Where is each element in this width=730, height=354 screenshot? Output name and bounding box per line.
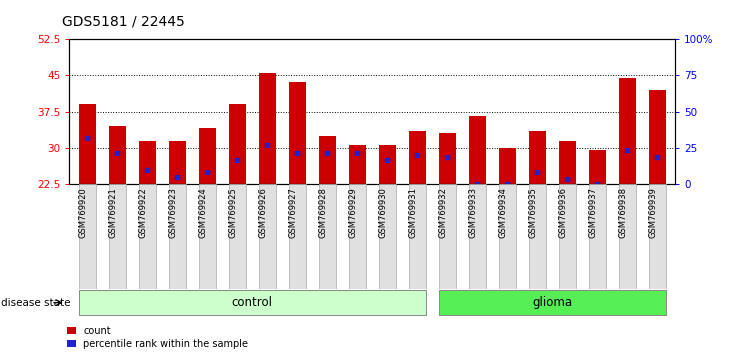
Bar (229, 184, 245, 289)
Text: GSM769923: GSM769923 (169, 187, 177, 238)
Bar (439, 184, 456, 289)
Bar (79, 104, 96, 184)
Bar (649, 90, 666, 184)
Text: glioma: glioma (532, 296, 572, 309)
Bar (79, 290, 426, 315)
Text: GSM769929: GSM769929 (348, 187, 357, 238)
Bar (319, 136, 336, 184)
Bar (349, 184, 366, 289)
Text: GDS5181 / 22445: GDS5181 / 22445 (62, 14, 185, 28)
Bar (289, 82, 306, 184)
Bar (139, 141, 155, 184)
Bar (379, 184, 396, 289)
Text: GSM769925: GSM769925 (228, 187, 237, 238)
Text: GSM769936: GSM769936 (558, 187, 567, 238)
Text: GSM769922: GSM769922 (139, 187, 147, 238)
Text: GSM769930: GSM769930 (378, 187, 388, 238)
Legend: count, percentile rank within the sample: count, percentile rank within the sample (67, 326, 248, 349)
Text: GSM769928: GSM769928 (318, 187, 327, 238)
Bar (649, 184, 666, 289)
Text: GSM769924: GSM769924 (199, 187, 207, 238)
Bar (499, 184, 515, 289)
Bar (439, 133, 456, 184)
Bar (619, 184, 636, 289)
Text: GSM769926: GSM769926 (258, 187, 267, 238)
Text: GSM769921: GSM769921 (108, 187, 118, 238)
Text: GSM769937: GSM769937 (588, 187, 597, 238)
Bar (259, 184, 275, 289)
Bar (379, 145, 396, 184)
Text: GSM769934: GSM769934 (499, 187, 507, 238)
Text: control: control (232, 296, 273, 309)
Text: disease state: disease state (1, 298, 70, 308)
Bar (559, 141, 575, 184)
Bar (619, 78, 636, 184)
Text: GSM769939: GSM769939 (648, 187, 657, 238)
Bar (109, 126, 126, 184)
Bar (229, 104, 245, 184)
Bar (199, 184, 215, 289)
Bar (259, 73, 275, 184)
Text: GSM769938: GSM769938 (618, 187, 627, 238)
Bar (349, 145, 366, 184)
Bar (469, 116, 485, 184)
Text: GSM769931: GSM769931 (408, 187, 418, 238)
Text: GSM769935: GSM769935 (529, 187, 537, 238)
Bar (139, 184, 155, 289)
Bar (169, 141, 185, 184)
Bar (169, 184, 185, 289)
Text: GSM769933: GSM769933 (468, 187, 477, 238)
Bar (589, 150, 605, 184)
Bar (409, 131, 426, 184)
Bar (319, 184, 336, 289)
Bar (409, 184, 426, 289)
Bar (499, 148, 515, 184)
Text: GSM769932: GSM769932 (438, 187, 447, 238)
Bar (79, 184, 96, 289)
Bar (529, 131, 545, 184)
Text: GSM769927: GSM769927 (288, 187, 297, 238)
Bar (289, 184, 306, 289)
Bar (529, 184, 545, 289)
Bar (199, 129, 215, 184)
Bar (559, 184, 575, 289)
Bar (439, 290, 666, 315)
Bar (589, 184, 605, 289)
Bar (109, 184, 126, 289)
Text: GSM769920: GSM769920 (78, 187, 88, 238)
Bar (469, 184, 485, 289)
